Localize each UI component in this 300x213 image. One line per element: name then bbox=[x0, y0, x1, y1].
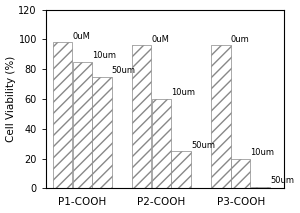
Bar bbox=[212, 45, 231, 189]
Bar bbox=[231, 159, 250, 189]
Y-axis label: Cell Viability (%): Cell Viability (%) bbox=[6, 56, 16, 142]
Text: 50um: 50um bbox=[270, 176, 294, 186]
Bar bbox=[172, 151, 191, 189]
Text: 0uM: 0uM bbox=[73, 32, 90, 41]
Bar bbox=[53, 42, 72, 189]
Text: 10um: 10um bbox=[92, 51, 116, 60]
Text: 50um: 50um bbox=[112, 66, 136, 75]
Text: 0um: 0um bbox=[231, 35, 250, 44]
Bar bbox=[152, 99, 171, 189]
Text: 50um: 50um bbox=[191, 141, 215, 150]
Bar bbox=[73, 62, 92, 189]
Text: 0uM: 0uM bbox=[152, 35, 170, 44]
Bar bbox=[132, 45, 152, 189]
Bar bbox=[251, 187, 270, 189]
Text: 10um: 10um bbox=[171, 88, 195, 98]
Bar bbox=[92, 77, 112, 189]
Text: 10um: 10um bbox=[250, 148, 274, 157]
